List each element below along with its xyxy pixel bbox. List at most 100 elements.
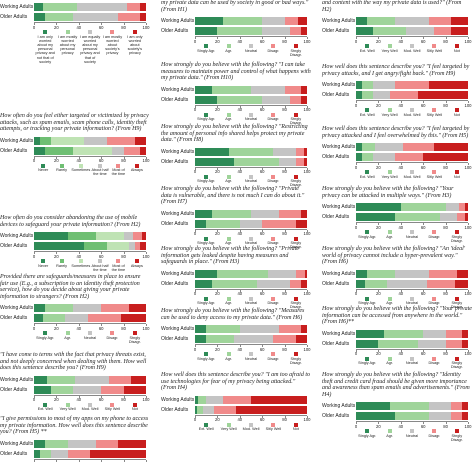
legend-swatch [226,112,231,117]
question-text: How strongly do you believe with the fol… [161,62,311,82]
bar-segment [462,339,468,348]
x-tick-label: 0 [354,38,358,44]
legend-swatch [249,174,254,179]
bar-segment [34,375,48,384]
bar-segment [211,209,251,218]
legend-item: Stngly Agr. [195,352,217,365]
legend-swatch [204,296,209,301]
x-tick-label: 0 [354,102,358,108]
bar-segment [284,85,302,94]
x-tick-label: 40 [398,291,404,297]
legend: Stngly Agr. Agr. Neutral Disagr. Stngly Disa… [195,296,307,310]
tick-mark [239,167,241,170]
x-tick-label: 100 [303,169,311,175]
legend-label: Sltly Well [104,407,121,412]
bar-segment [262,17,285,26]
legend-label: Neutral [244,241,258,246]
legend-item: Stngly Agr. [195,44,217,57]
x-tick-label: 0 [32,158,36,164]
legend-label: About half the time [91,168,109,177]
bar-row: Older Adults [322,339,472,349]
tick-mark [445,349,447,352]
tick-mark [239,105,241,108]
bar-segment [464,213,468,222]
legend-label: Always [130,263,143,268]
bar-segment [195,405,198,414]
legend-item: Very Well [378,108,400,117]
x-tick-label: 100 [464,38,472,44]
legend-swatch [365,230,370,235]
bar-segment [34,232,68,241]
legend-item: Sltly Well [423,170,445,179]
legend-item: Stngly Agr. [356,429,378,442]
bar-segment [378,339,418,348]
bar-segment [195,269,218,278]
tick-mark [195,105,196,108]
tick-mark [34,252,35,255]
bar-segment [290,27,302,36]
x-tick-label: 0 [193,417,197,423]
x-tick-label: 40 [76,253,82,259]
legend-item: Not [285,422,307,432]
x-tick-label: 60 [259,417,265,423]
stacked-bar [195,279,307,288]
legend-label: Agr. [386,433,393,438]
bar-segment [278,325,302,334]
bar-segment [304,269,307,278]
x-axis: 0 20 40 60 80 100 [355,162,472,170]
bar-segment [84,136,107,145]
bar-segment [195,95,218,104]
bar-segment [301,95,307,104]
bar-row: Working Adults [322,16,472,26]
x-tick-label: 20 [54,253,59,259]
bar-segment [384,329,424,338]
bar-row: Working Adults [161,209,311,219]
tick-mark [307,167,308,170]
bar-segment [428,81,468,90]
tick-mark [307,229,308,232]
legend-label: Agr. [225,241,232,246]
legend-label: Disagr. [267,179,280,184]
legend-item: Very Well [217,422,239,432]
x-tick-label: 80 [443,102,448,108]
bar-row: Older Adults [161,279,311,289]
legend-swatch [271,296,276,301]
legend-swatch [134,163,139,168]
x-tick-label: 80 [282,417,287,423]
bar-segment [195,395,199,404]
legend-item: Agr. [217,174,239,188]
legend-item: Rarely [52,163,70,177]
legend-swatch [226,44,231,49]
x-tick-label: 100 [303,417,311,423]
row-label: Working Adults [161,18,195,25]
legend-label: Sometimes [71,263,91,268]
bar-row: Older Adults [161,334,311,344]
bar-segment [34,314,43,323]
x-tick-label: 60 [420,351,426,357]
legend-label: Agr. [225,356,232,361]
x-tick-label: 20 [376,102,381,108]
bar-segment [34,3,43,11]
x-tick-label: 100 [464,224,472,230]
legend-swatch [410,230,415,235]
stacked-bar [195,147,307,156]
x-tick-label: 60 [420,164,426,170]
legend-swatch [432,429,437,434]
bar-row: Working Adults [322,329,472,339]
legend-label: Mod. Well [403,48,421,53]
x-tick-label: 20 [54,325,59,331]
legend-item: Not [446,170,468,179]
x-tick-label: 100 [142,24,150,30]
tick-mark [78,252,80,255]
tick-mark [56,324,57,327]
question-text: How strongly do you believe with the fol… [322,186,454,199]
bar-segment [34,242,85,251]
x-axis: 0 20 40 60 80 100 [194,36,311,44]
legend-swatch [116,163,121,168]
legend-item: Disagr. [423,356,445,370]
bar-segment [34,304,46,313]
legend-label: Stngly Agr. [197,48,216,53]
tick-mark [445,289,447,292]
legend-swatch [365,429,370,434]
legend-label: Sltly Well [426,112,443,117]
